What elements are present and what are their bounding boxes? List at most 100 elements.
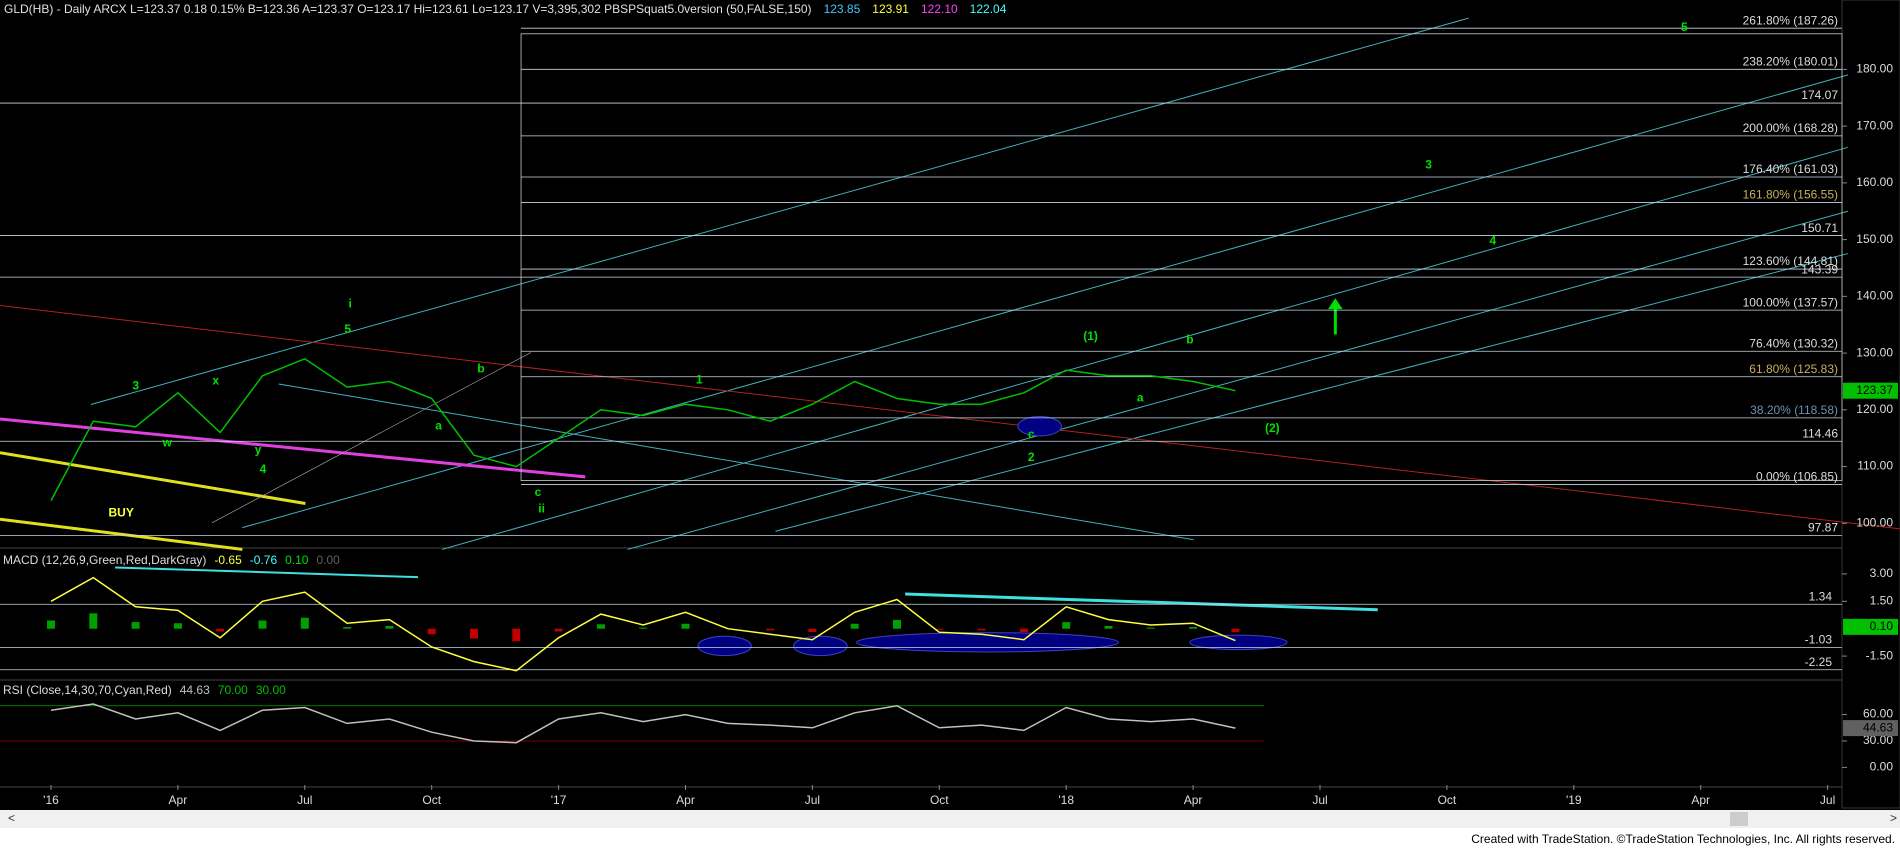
trend-line xyxy=(0,517,243,551)
trend-line xyxy=(905,592,1378,612)
last-value-tag xyxy=(1843,382,1898,399)
x-tick-label: '19 xyxy=(1566,793,1582,807)
macd-histogram xyxy=(1019,628,1028,632)
x-tick-label: Jul xyxy=(805,793,820,807)
wave-label: c xyxy=(1028,427,1035,441)
level-label: 1.34 xyxy=(1809,589,1833,603)
macd-histogram xyxy=(554,628,563,632)
x-tick-label: Oct xyxy=(930,793,949,807)
level-label: 38.20% (118.58) xyxy=(1750,403,1838,417)
level-label: 123.60% (144.81) xyxy=(1743,254,1838,268)
level-label: 143.39 xyxy=(1801,262,1838,276)
highlight-ellipse xyxy=(793,635,848,657)
macd-histogram xyxy=(1146,627,1155,629)
macd-histogram xyxy=(681,623,690,629)
wave-label: 4 xyxy=(1490,234,1497,248)
macd-histogram xyxy=(850,623,859,629)
level-label: 114.46 xyxy=(1802,426,1838,440)
wave-label: i xyxy=(349,296,352,310)
last-value-label: 123.37 xyxy=(1856,383,1893,397)
wave-label: x xyxy=(212,374,219,388)
indicator-readout: -0.65 xyxy=(214,553,242,567)
y-tick-label: 180.00 xyxy=(1856,62,1893,76)
level-label: -2.25 xyxy=(1805,655,1833,669)
macd-histogram xyxy=(300,617,309,629)
wave-label: ii xyxy=(538,502,545,516)
macd-histogram xyxy=(47,620,55,629)
indicator-readout: 44.63 xyxy=(180,683,210,697)
scroll-left[interactable]: < xyxy=(8,811,15,825)
last-value-tag xyxy=(1843,618,1898,635)
wave-label: (1) xyxy=(1083,329,1098,343)
x-tick-label: Jul xyxy=(1312,793,1327,807)
wave-label: a xyxy=(1137,391,1144,405)
level-label: 261.80% (187.26) xyxy=(1743,13,1838,27)
macd-histogram xyxy=(639,627,648,629)
highlight-ellipse xyxy=(697,635,752,657)
level-label: 0.00% (106.85) xyxy=(1756,470,1838,484)
series-line xyxy=(50,357,1236,501)
header-readout: 122.04 xyxy=(970,2,1007,16)
level-label: 100.00% (137.57) xyxy=(1743,295,1838,309)
y-tick-label: -1.50 xyxy=(1866,648,1894,662)
up-arrow-head xyxy=(1328,298,1343,310)
x-tick-label: '18 xyxy=(1058,793,1074,807)
level-label: 150.71 xyxy=(1801,221,1838,235)
y-tick-label: 140.00 xyxy=(1856,289,1893,303)
macd-histogram xyxy=(173,623,182,629)
wave-label: 1 xyxy=(696,372,703,386)
scroll-right[interactable]: > xyxy=(1890,811,1897,825)
y-tick-label: 130.00 xyxy=(1856,345,1893,359)
level-label: 97.87 xyxy=(1808,521,1838,535)
trend-line xyxy=(211,352,531,524)
series-line xyxy=(50,576,1236,672)
wave-label: 2 xyxy=(1028,450,1035,464)
macd-histogram xyxy=(1062,622,1071,629)
level-label: 174.07 xyxy=(1801,88,1838,102)
scrollbar[interactable] xyxy=(0,810,1900,828)
level-label: 238.20% (180.01) xyxy=(1743,55,1838,69)
level-label: 76.40% (130.32) xyxy=(1749,336,1838,350)
footer: Created with TradeStation. ©TradeStation… xyxy=(1471,832,1895,846)
y-tick-label: 150.00 xyxy=(1856,232,1893,246)
level-label: -1.03 xyxy=(1805,633,1833,647)
header-readout: GLD(HB) - Daily ARCX L=123.37 0.18 0.15%… xyxy=(4,2,812,16)
last-value-label: 44.63 xyxy=(1863,720,1893,734)
x-tick-label: Apr xyxy=(676,793,695,807)
y-tick-label: 0.00 xyxy=(1870,760,1894,774)
header-readout: 122.10 xyxy=(921,2,958,16)
x-tick-label: Jul xyxy=(1820,793,1835,807)
wave-label: 5 xyxy=(1681,20,1688,34)
wave-label: c xyxy=(535,485,542,499)
y-tick-label: 30.00 xyxy=(1863,733,1893,747)
wave-label: w xyxy=(162,435,173,449)
level-label: 61.80% (125.83) xyxy=(1749,362,1838,376)
wave-label: b xyxy=(477,362,484,376)
x-tick-label: Jul xyxy=(297,793,312,807)
macd-histogram xyxy=(935,628,944,630)
series-line xyxy=(50,703,1236,744)
x-tick-label: Apr xyxy=(1184,793,1203,807)
macd-histogram xyxy=(512,628,521,642)
highlight-ellipse xyxy=(1189,634,1288,651)
macd-histogram xyxy=(385,625,394,629)
macd-histogram xyxy=(1189,627,1198,629)
footer-bar xyxy=(0,828,1900,850)
trend-line xyxy=(775,253,1849,532)
macd-histogram xyxy=(427,628,436,635)
macd-histogram xyxy=(766,628,775,631)
wave-label: 5 xyxy=(344,322,351,336)
scroll-thumb[interactable] xyxy=(1730,812,1748,826)
macd-histogram xyxy=(258,620,267,629)
x-tick-label: Oct xyxy=(1438,793,1457,807)
y-tick-label: 3.00 xyxy=(1870,566,1894,580)
macd-histogram xyxy=(893,619,901,629)
indicator-readout: 0.00 xyxy=(316,553,340,567)
last-value-tag xyxy=(1843,720,1898,737)
last-value-label: 0.10 xyxy=(1870,619,1894,633)
macd-histogram xyxy=(131,622,140,629)
trend-line xyxy=(278,383,1194,541)
highlight-ellipse xyxy=(1017,416,1062,437)
